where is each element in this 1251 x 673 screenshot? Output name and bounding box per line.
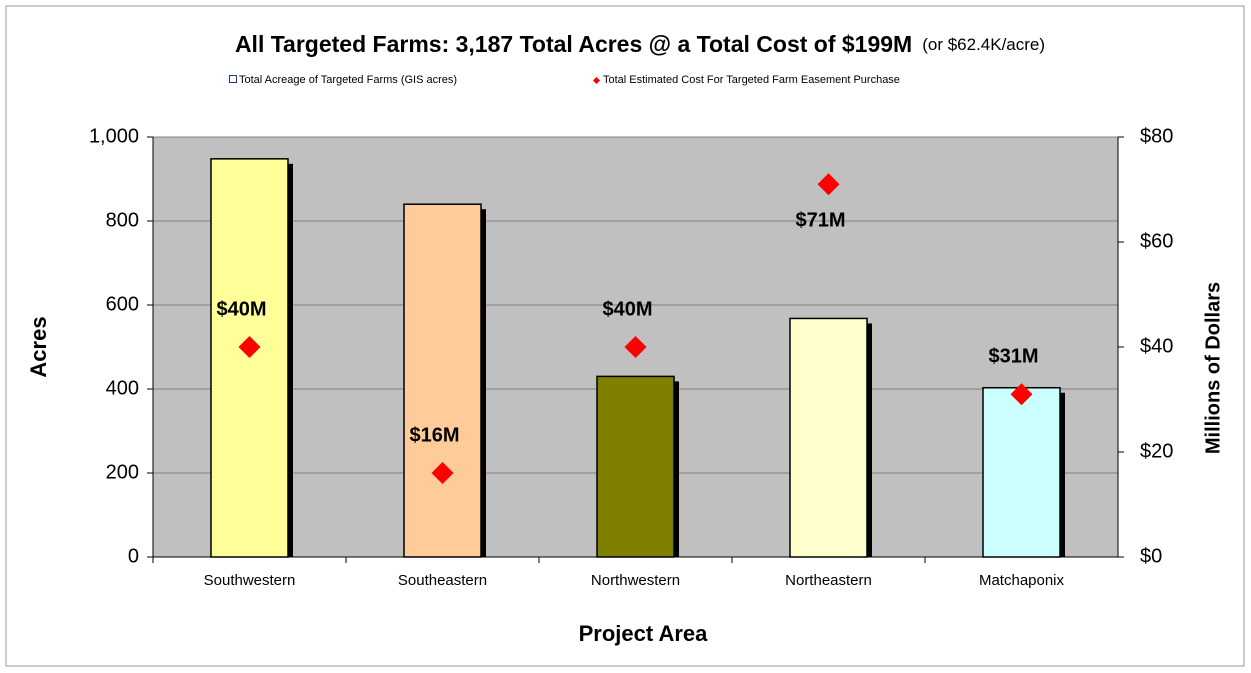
cost-marker: [624, 336, 647, 358]
legend-swatch: [592, 76, 601, 85]
y2-tick-label: $20: [1140, 440, 1173, 462]
y2-axis-title: Millions of Dollars: [1202, 282, 1224, 454]
x-axis-title: Project Area: [579, 621, 709, 646]
y2-tick-label: $0: [1140, 545, 1162, 567]
y2-tick-label: $80: [1140, 125, 1173, 147]
data-label: $16M: [409, 424, 459, 446]
cost-marker: [1010, 383, 1033, 406]
chart-subtitle: (or $62.4K/acre): [922, 35, 1045, 54]
bar: [789, 317, 868, 558]
y2-tick-label: $60: [1140, 230, 1173, 252]
chart-title: All Targeted Farms: 3,187 Total Acres @ …: [235, 31, 912, 57]
y-tick-label: 800: [106, 209, 139, 231]
bar: [982, 386, 1061, 558]
x-tick-label: Northeastern: [785, 572, 872, 589]
bar: [210, 158, 289, 558]
data-label: $71M: [795, 210, 845, 232]
x-tick-label: Matchaponix: [979, 572, 1065, 589]
y-tick-label: 0: [128, 545, 139, 567]
y-tick-label: 1,000: [89, 125, 139, 147]
legend-item: Total Estimated Cost For Targeted Farm E…: [592, 74, 900, 86]
x-tick-label: Southeastern: [398, 572, 487, 589]
x-tick-label: Northwestern: [591, 572, 680, 589]
y-tick-label: 200: [106, 461, 139, 483]
legend-label: Total Acreage of Targeted Farms (GIS acr…: [239, 74, 458, 86]
data-label: $40M: [602, 298, 652, 320]
cost-marker: [817, 173, 840, 196]
bar: [596, 375, 675, 558]
y-axis-title: Acres: [26, 316, 51, 377]
cost-marker: [238, 336, 261, 358]
y-tick-label: 400: [106, 377, 139, 399]
chart-title-group: All Targeted Farms: 3,187 Total Acres @ …: [235, 31, 1045, 57]
data-label: $40M: [216, 298, 266, 320]
y-tick-label: 600: [106, 293, 139, 315]
y2-tick-label: $40: [1140, 335, 1173, 357]
legend-label: Total Estimated Cost For Targeted Farm E…: [603, 74, 900, 86]
cost-marker: [431, 462, 454, 484]
legend-swatch: [229, 75, 237, 83]
legend-item: Total Acreage of Targeted Farms (GIS acr…: [229, 74, 479, 86]
x-tick-label: Southwestern: [204, 572, 296, 589]
bar: [403, 203, 482, 558]
data-label: $31M: [988, 346, 1038, 368]
